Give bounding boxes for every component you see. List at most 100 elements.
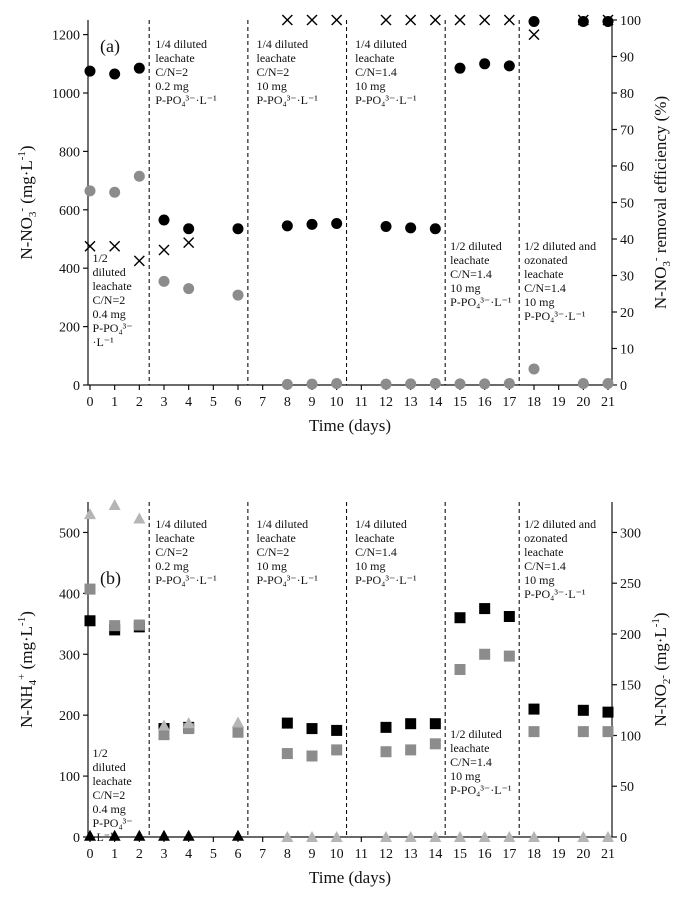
y-tick-label-right: 40 [620, 233, 634, 248]
data-point-circle [454, 378, 466, 390]
data-point-cross [577, 14, 589, 26]
data-point-square [503, 611, 515, 623]
chart-panel-a: 0 1 2 3 4 5 6 7 8 9 10 11 12 13 14 15 16 17 18 19 20 21020040… [16, 14, 673, 435]
data-point-circle [281, 220, 293, 232]
y-tick-label-left: 800 [59, 145, 80, 160]
phase-annotation: 1/2 diluted and ozonated leachate C/N=1.4 10… [524, 517, 596, 601]
data-point-cross [158, 244, 170, 256]
data-point-circle [331, 378, 343, 390]
y-tick-label-right: 50 [620, 197, 634, 212]
y-tick-label-right: 100 [620, 14, 641, 29]
data-point-square [109, 620, 121, 632]
x-tick-label: 19 [552, 395, 566, 410]
y-tick-label-right: 0 [620, 379, 627, 394]
y-tick-label-left: 400 [59, 587, 80, 602]
data-point-square [528, 726, 540, 738]
data-point-square [405, 718, 417, 730]
phase-annotation: 1/2 diluted and ozonated leachate C/N=1.4 10… [524, 239, 596, 323]
x-tick-label: 6 [235, 847, 242, 862]
data-point-triangle [182, 829, 195, 841]
x-tick-label: 0 [87, 847, 94, 862]
y-tick-label-right: 200 [620, 628, 641, 643]
x-tick-label: 12 [379, 847, 393, 862]
x-tick-label: 15 [453, 395, 467, 410]
x-tick-label: 8 [284, 847, 291, 862]
x-tick-label: 8 [284, 395, 291, 410]
data-point-triangle [158, 829, 170, 841]
data-point-triangle [503, 831, 516, 842]
x-tick-label: 9 [309, 847, 316, 862]
data-point-circle [133, 170, 145, 182]
data-point-circle [479, 58, 491, 70]
phase-annotation: 1/2 diluted leachate C/N=2 0.4 mg P-PO₄³⁻ ·L⁻¹ [92, 746, 132, 844]
data-point-cross [429, 14, 441, 26]
data-point-triangle [602, 831, 614, 842]
data-point-triangle [528, 831, 540, 842]
data-point-triangle [133, 512, 146, 524]
data-point-circle [577, 378, 589, 390]
data-point-cross [602, 14, 614, 26]
x-tick-label: 6 [235, 395, 242, 410]
data-point-square [306, 750, 318, 762]
data-point-triangle [108, 829, 121, 841]
phase-annotation: 1/4 diluted leachate C/N=2 0.2 mg P-PO₄³⁻·L⁻… [155, 517, 217, 587]
data-point-square [331, 724, 343, 736]
data-point-circle [109, 68, 121, 80]
data-point-square [84, 583, 96, 595]
x-tick-label: 5 [210, 847, 217, 862]
y-tick-label-left: 200 [59, 321, 80, 336]
x-tick-label: 13 [404, 847, 418, 862]
phase-annotation: 1/4 diluted leachate C/N=2 0.2 mg P-PO₄³⁻·L⁻… [155, 37, 217, 107]
data-point-circle [306, 378, 318, 390]
phase-annotation: 1/2 diluted leachate C/N=1.4 10 mg P-PO₄³⁻·L… [450, 239, 512, 309]
y-tick-label-right: 10 [620, 343, 634, 358]
data-point-cross [306, 14, 318, 26]
data-point-circle [405, 222, 417, 234]
phase-annotation: 1/4 diluted leachate C/N=2 10 mg P-PO₄³⁻·L⁻¹ [257, 37, 319, 107]
data-point-circle [84, 185, 96, 197]
x-tick-label: 2 [136, 395, 143, 410]
data-point-circle [183, 283, 195, 295]
y-axis-label-left: N-NO3- (mg·L-1) [16, 145, 39, 259]
data-point-square [602, 726, 614, 738]
data-point-cross [479, 14, 491, 26]
data-point-cross [183, 237, 195, 249]
x-tick-label: 11 [355, 847, 368, 862]
data-point-square [479, 603, 491, 615]
data-point-square [577, 726, 589, 738]
data-point-circle [84, 65, 96, 77]
x-tick-label: 10 [330, 395, 344, 410]
data-point-triangle [232, 716, 244, 728]
x-tick-label: 16 [478, 395, 492, 410]
data-point-cross [405, 14, 417, 26]
data-point-cross [503, 14, 515, 26]
data-point-circle [602, 378, 614, 390]
data-point-cross [454, 14, 466, 26]
x-tick-label: 18 [527, 847, 541, 862]
y-tick-label-left: 500 [59, 526, 80, 541]
data-point-square [528, 703, 540, 715]
data-point-circle [503, 378, 515, 390]
phase-annotation: 1/2 diluted leachate C/N=1.4 10 mg P-PO₄³⁻·L… [450, 727, 512, 797]
x-tick-label: 7 [259, 847, 266, 862]
x-tick-label: 5 [210, 395, 217, 410]
x-tick-label: 7 [259, 395, 266, 410]
data-point-triangle [84, 829, 96, 841]
data-point-square [183, 723, 195, 735]
data-point-square [380, 746, 392, 758]
data-point-triangle [306, 831, 318, 842]
x-axis-label: Time (days) [309, 416, 391, 435]
y-tick-label-left: 0 [73, 379, 80, 394]
y-tick-label-left: 400 [59, 262, 80, 277]
x-tick-label: 19 [552, 847, 566, 862]
x-tick-label: 3 [161, 847, 168, 862]
data-point-triangle [84, 508, 96, 520]
x-tick-label: 21 [601, 395, 615, 410]
y-tick-label-right: 100 [620, 729, 641, 744]
y-tick-label-left: 1200 [52, 29, 80, 44]
y-tick-label-left: 200 [59, 709, 80, 724]
data-point-circle [503, 60, 515, 72]
panel-label: (b) [100, 568, 121, 589]
x-tick-label: 13 [404, 395, 418, 410]
x-tick-label: 3 [161, 395, 168, 410]
